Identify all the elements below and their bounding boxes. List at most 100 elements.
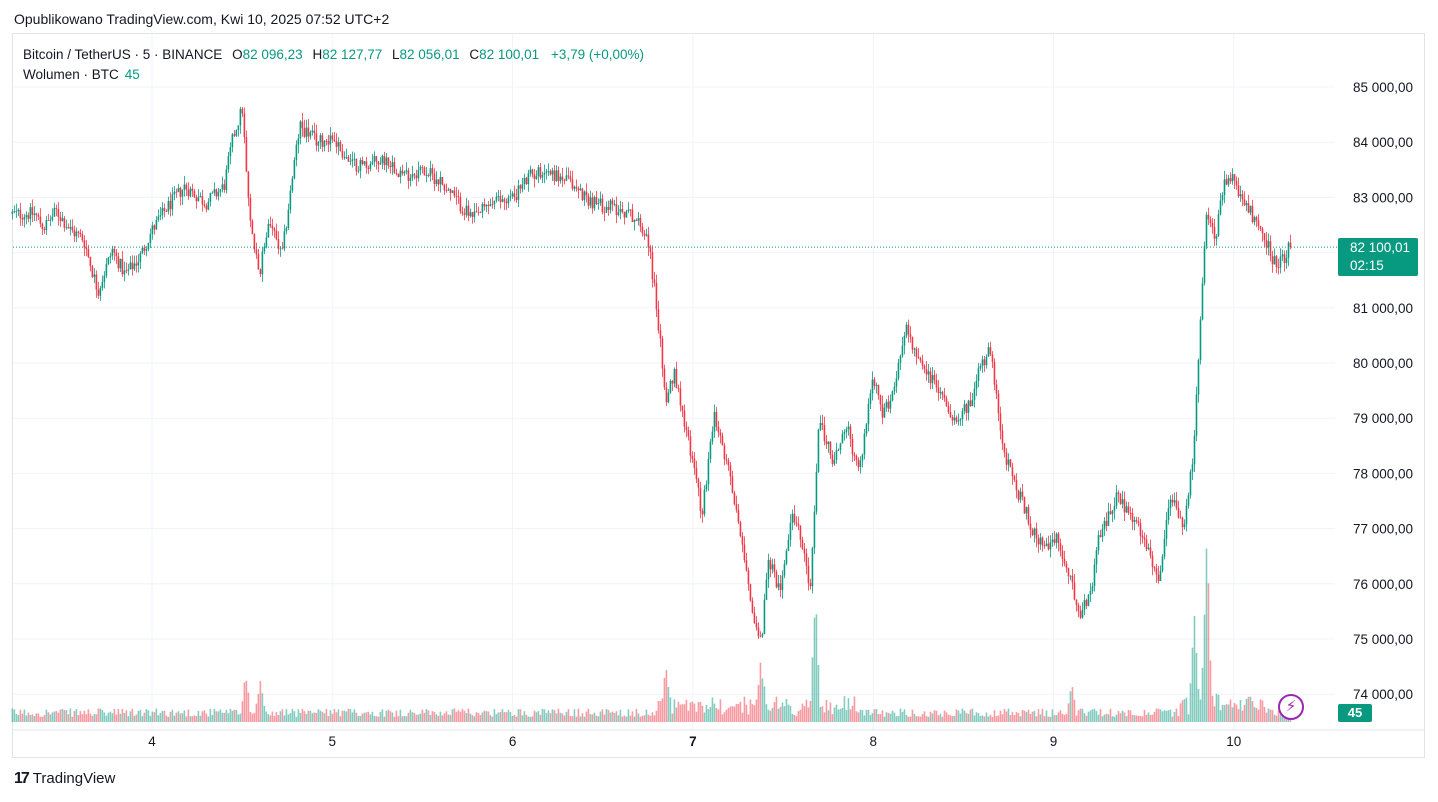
candle-body xyxy=(847,426,850,430)
candle-body xyxy=(553,170,556,182)
candle-body xyxy=(133,263,136,270)
candle-body xyxy=(1143,537,1146,540)
flash-icon[interactable]: ⚡ xyxy=(1278,694,1304,720)
candle-body xyxy=(1111,510,1114,515)
candle-body xyxy=(257,254,260,270)
candle-body xyxy=(275,230,278,240)
volume-bar xyxy=(335,712,338,722)
candle-body xyxy=(433,173,436,185)
volume-bar xyxy=(67,714,70,722)
candle-body xyxy=(1269,241,1272,257)
candle-body xyxy=(33,213,36,215)
candle-body xyxy=(987,347,990,357)
candle-body xyxy=(649,247,652,253)
volume-bar xyxy=(1237,709,1240,722)
candle-body xyxy=(91,266,94,277)
volume-bar xyxy=(757,684,760,722)
volume-bar xyxy=(1073,699,1076,722)
candle-body xyxy=(1229,178,1232,182)
candle-body xyxy=(879,395,882,405)
candle-body xyxy=(1247,203,1250,213)
volume-bar xyxy=(563,715,566,722)
volume-bar xyxy=(1035,716,1038,722)
candle-body xyxy=(1141,535,1144,538)
candle-body xyxy=(803,548,806,554)
candle-body xyxy=(1157,574,1160,581)
candle-body xyxy=(67,227,70,229)
candle-body xyxy=(335,140,338,147)
candle-body xyxy=(399,170,402,177)
volume-bar xyxy=(847,698,850,722)
volume-bar xyxy=(789,705,792,722)
candle-body xyxy=(595,197,598,205)
volume-bar xyxy=(929,711,932,722)
volume-bar xyxy=(443,713,446,722)
candle-body xyxy=(829,441,832,455)
y-tick-label: 78 000,00 xyxy=(1353,466,1413,481)
candle-body xyxy=(1279,256,1282,268)
volume-bar xyxy=(927,716,930,722)
tradingview-brand[interactable]: 17 TradingView xyxy=(14,770,115,788)
volume-bar xyxy=(395,710,398,722)
volume-bar xyxy=(413,712,416,722)
candle-body xyxy=(875,384,878,386)
volume-bar xyxy=(221,712,224,722)
volume-bar xyxy=(845,709,848,722)
volume-label: Wolumen · BTC xyxy=(23,67,119,82)
volume-bar xyxy=(1257,709,1260,722)
last-price: 82 100,01 xyxy=(1350,240,1411,255)
candle-body xyxy=(517,185,520,200)
candle-body xyxy=(791,513,794,523)
candle-body xyxy=(473,211,476,217)
candle-body xyxy=(57,209,60,217)
volume-bar xyxy=(897,715,900,722)
volume-bar xyxy=(879,714,882,722)
candle-body xyxy=(815,471,818,512)
volume-bar xyxy=(165,715,168,722)
volume-bar xyxy=(219,709,222,722)
candle-body xyxy=(125,270,128,272)
candle-body xyxy=(407,170,410,181)
volume-bar xyxy=(431,711,434,722)
volume-bar xyxy=(575,716,578,722)
candle-body xyxy=(709,441,712,460)
volume-legend: Wolumen · BTC 45 xyxy=(23,65,140,85)
candle-body xyxy=(365,161,368,168)
volume-bar xyxy=(1197,689,1200,722)
volume-bar xyxy=(1219,710,1222,722)
volume-bar xyxy=(1077,710,1080,722)
y-tick-label: 74 000,00 xyxy=(1353,687,1413,702)
candle-body xyxy=(731,476,734,493)
candle-body xyxy=(83,240,86,248)
candle-body xyxy=(237,125,240,130)
volume-bar xyxy=(485,711,488,722)
candle-body xyxy=(1051,539,1054,543)
volume-bar xyxy=(957,710,960,722)
candle-body xyxy=(135,263,138,266)
volume-bar xyxy=(1177,716,1180,722)
candle-body xyxy=(703,489,706,515)
volume-bar xyxy=(41,716,44,722)
candle-body xyxy=(1093,564,1096,587)
candle-body xyxy=(1213,227,1216,239)
candle-body xyxy=(983,359,986,366)
candle-body xyxy=(635,219,638,221)
volume-bar xyxy=(15,714,18,722)
volume-bar xyxy=(817,664,820,722)
candle-body xyxy=(47,220,50,221)
volume-bar xyxy=(235,709,238,722)
candle-body xyxy=(351,159,354,162)
volume-bar xyxy=(691,701,694,722)
volume-bar xyxy=(439,711,442,722)
tradingview-logo-icon: 17 xyxy=(14,770,30,787)
volume-bar xyxy=(31,714,34,722)
volume-bar xyxy=(1121,710,1124,722)
volume-bar xyxy=(1157,708,1160,722)
candle-body xyxy=(1117,492,1120,495)
candle-body xyxy=(525,177,528,185)
candle-body xyxy=(651,252,654,280)
candle-body xyxy=(977,368,980,381)
candle-body xyxy=(813,511,816,548)
volume-bar xyxy=(737,704,740,722)
